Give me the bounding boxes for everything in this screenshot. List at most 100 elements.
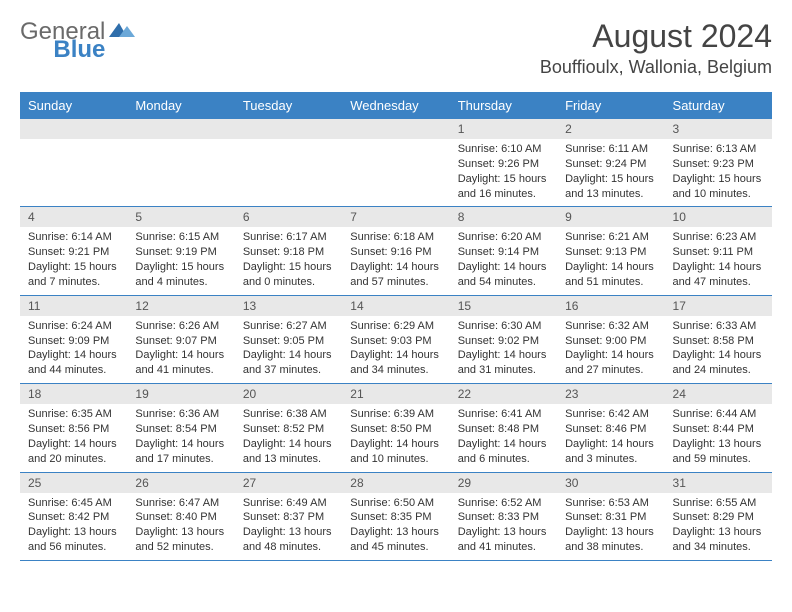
calendar-cell: 2Sunrise: 6:11 AMSunset: 9:24 PMDaylight… — [557, 119, 664, 207]
day-number: 28 — [342, 473, 449, 493]
calendar-cell: 30Sunrise: 6:53 AMSunset: 8:31 PMDayligh… — [557, 472, 664, 560]
sunset-text: Sunset: 8:48 PM — [458, 422, 549, 437]
weekday-header: Monday — [127, 92, 234, 119]
daylight-text: Daylight: 14 hours and 3 minutes. — [565, 437, 656, 467]
daylight-text: Daylight: 13 hours and 52 minutes. — [135, 525, 226, 555]
sunset-text: Sunset: 9:19 PM — [135, 245, 226, 260]
sunrise-text: Sunrise: 6:50 AM — [350, 496, 441, 511]
day-details: Sunrise: 6:32 AMSunset: 9:00 PMDaylight:… — [557, 316, 664, 383]
day-number: 24 — [665, 384, 772, 404]
day-details: Sunrise: 6:27 AMSunset: 9:05 PMDaylight:… — [235, 316, 342, 383]
day-number: 2 — [557, 119, 664, 139]
weekday-header: Tuesday — [235, 92, 342, 119]
day-number: 23 — [557, 384, 664, 404]
sunset-text: Sunset: 9:13 PM — [565, 245, 656, 260]
calendar-cell: 25Sunrise: 6:45 AMSunset: 8:42 PMDayligh… — [20, 472, 127, 560]
daylight-text: Daylight: 14 hours and 20 minutes. — [28, 437, 119, 467]
daylight-text: Daylight: 13 hours and 56 minutes. — [28, 525, 119, 555]
day-details: Sunrise: 6:47 AMSunset: 8:40 PMDaylight:… — [127, 493, 234, 560]
sunrise-text: Sunrise: 6:29 AM — [350, 319, 441, 334]
empty-day — [235, 119, 342, 139]
daylight-text: Daylight: 14 hours and 6 minutes. — [458, 437, 549, 467]
daylight-text: Daylight: 14 hours and 34 minutes. — [350, 348, 441, 378]
day-details: Sunrise: 6:23 AMSunset: 9:11 PMDaylight:… — [665, 227, 772, 294]
day-number: 26 — [127, 473, 234, 493]
day-number: 10 — [665, 207, 772, 227]
day-details: Sunrise: 6:17 AMSunset: 9:18 PMDaylight:… — [235, 227, 342, 294]
calendar-cell: 8Sunrise: 6:20 AMSunset: 9:14 PMDaylight… — [450, 207, 557, 295]
daylight-text: Daylight: 14 hours and 54 minutes. — [458, 260, 549, 290]
calendar-cell: 20 Sunrise: 6:38 AMSunset: 8:52 PMDayligh… — [235, 384, 342, 472]
day-number: 11 — [20, 296, 127, 316]
sunrise-text: Sunrise: 6:13 AM — [673, 142, 764, 157]
sunrise-text: Sunrise: 6:44 AM — [673, 407, 764, 422]
day-number: 30 — [557, 473, 664, 493]
day-number: 29 — [450, 473, 557, 493]
day-number: 21 — [342, 384, 449, 404]
sunrise-text: Sunrise: 6:52 AM — [458, 496, 549, 511]
calendar-cell: 19Sunrise: 6:36 AMSunset: 8:54 PMDayligh… — [127, 384, 234, 472]
sunset-text: Sunset: 9:16 PM — [350, 245, 441, 260]
calendar-cell — [235, 119, 342, 207]
sunset-text: Sunset: 8:52 PM — [243, 422, 334, 437]
daylight-text: Daylight: 14 hours and 31 minutes. — [458, 348, 549, 378]
sunrise-text: Sunrise: 6:26 AM — [135, 319, 226, 334]
day-number: 16 — [557, 296, 664, 316]
daylight-text: Daylight: 14 hours and 13 minutes. — [243, 437, 334, 467]
sunrise-text: Sunrise: 6:15 AM — [135, 230, 226, 245]
daylight-text: Daylight: 13 hours and 34 minutes. — [673, 525, 764, 555]
calendar-week-row: 4Sunrise: 6:14 AMSunset: 9:21 PMDaylight… — [20, 207, 772, 295]
calendar-cell: 28Sunrise: 6:50 AMSunset: 8:35 PMDayligh… — [342, 472, 449, 560]
day-details: Sunrise: 6:10 AMSunset: 9:26 PMDaylight:… — [450, 139, 557, 206]
day-details: Sunrise: 6:20 AMSunset: 9:14 PMDaylight:… — [450, 227, 557, 294]
day-details: Sunrise: 6:35 AMSunset: 8:56 PMDaylight:… — [20, 404, 127, 471]
sunrise-text: Sunrise: 6:27 AM — [243, 319, 334, 334]
daylight-text: Daylight: 14 hours and 27 minutes. — [565, 348, 656, 378]
sunrise-text: Sunrise: 6:32 AM — [565, 319, 656, 334]
daylight-text: Daylight: 14 hours and 17 minutes. — [135, 437, 226, 467]
day-details: Sunrise: 6:33 AMSunset: 8:58 PMDaylight:… — [665, 316, 772, 383]
calendar-cell: 31Sunrise: 6:55 AMSunset: 8:29 PMDayligh… — [665, 472, 772, 560]
day-number: 1 — [450, 119, 557, 139]
calendar-cell: 13Sunrise: 6:27 AMSunset: 9:05 PMDayligh… — [235, 295, 342, 383]
daylight-text: Daylight: 13 hours and 45 minutes. — [350, 525, 441, 555]
day-number: 12 — [127, 296, 234, 316]
sunrise-text: Sunrise: 6:47 AM — [135, 496, 226, 511]
day-details: Sunrise: 6:29 AMSunset: 9:03 PMDaylight:… — [342, 316, 449, 383]
calendar-cell: 21Sunrise: 6:39 AMSunset: 8:50 PMDayligh… — [342, 384, 449, 472]
calendar-cell: 14Sunrise: 6:29 AMSunset: 9:03 PMDayligh… — [342, 295, 449, 383]
day-details: Sunrise: 6:15 AMSunset: 9:19 PMDaylight:… — [127, 227, 234, 294]
calendar-cell: 7Sunrise: 6:18 AMSunset: 9:16 PMDaylight… — [342, 207, 449, 295]
daylight-text: Daylight: 14 hours and 37 minutes. — [243, 348, 334, 378]
day-details: Sunrise: 6:13 AMSunset: 9:23 PMDaylight:… — [665, 139, 772, 206]
calendar-cell — [20, 119, 127, 207]
day-details: Sunrise: 6:53 AMSunset: 8:31 PMDaylight:… — [557, 493, 664, 560]
day-details: Sunrise: 6:44 AMSunset: 8:44 PMDaylight:… — [665, 404, 772, 471]
day-number: 20 — [235, 384, 342, 404]
calendar-cell: 24Sunrise: 6:44 AMSunset: 8:44 PMDayligh… — [665, 384, 772, 472]
day-details: Sunrise: 6:36 AMSunset: 8:54 PMDaylight:… — [127, 404, 234, 471]
daylight-text: Daylight: 15 hours and 13 minutes. — [565, 172, 656, 202]
calendar-week-row: 18Sunrise: 6:35 AMSunset: 8:56 PMDayligh… — [20, 384, 772, 472]
sunrise-text: Sunrise: 6:20 AM — [458, 230, 549, 245]
daylight-text: Daylight: 14 hours and 41 minutes. — [135, 348, 226, 378]
day-details: Sunrise: 6:39 AMSunset: 8:50 PMDaylight:… — [342, 404, 449, 471]
sunrise-text: Sunrise: 6:30 AM — [458, 319, 549, 334]
sunset-text: Sunset: 8:33 PM — [458, 510, 549, 525]
sunset-text: Sunset: 9:21 PM — [28, 245, 119, 260]
sunrise-text: Sunrise: 6:35 AM — [28, 407, 119, 422]
sunset-text: Sunset: 8:29 PM — [673, 510, 764, 525]
day-details: Sunrise: 6:50 AMSunset: 8:35 PMDaylight:… — [342, 493, 449, 560]
sunrise-text: Sunrise: 6:38 AM — [243, 407, 334, 422]
sunset-text: Sunset: 8:35 PM — [350, 510, 441, 525]
day-details: Sunrise: 6:11 AMSunset: 9:24 PMDaylight:… — [557, 139, 664, 206]
calendar-cell — [127, 119, 234, 207]
calendar-cell: 11Sunrise: 6:24 AMSunset: 9:09 PMDayligh… — [20, 295, 127, 383]
daylight-text: Daylight: 15 hours and 7 minutes. — [28, 260, 119, 290]
sunset-text: Sunset: 8:44 PM — [673, 422, 764, 437]
day-number: 13 — [235, 296, 342, 316]
daylight-text: Daylight: 13 hours and 38 minutes. — [565, 525, 656, 555]
sunset-text: Sunset: 9:26 PM — [458, 157, 549, 172]
sunset-text: Sunset: 9:05 PM — [243, 334, 334, 349]
calendar-cell: 16Sunrise: 6:32 AMSunset: 9:00 PMDayligh… — [557, 295, 664, 383]
